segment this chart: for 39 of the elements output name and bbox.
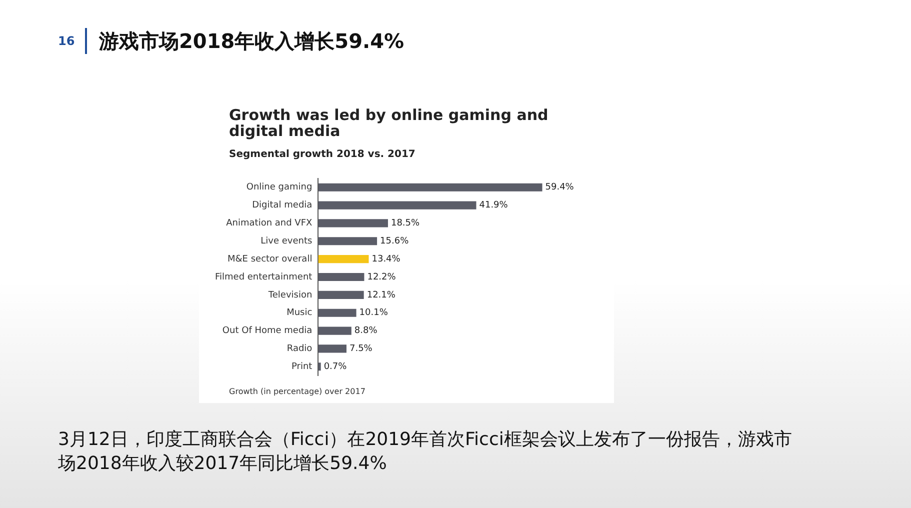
data-label: 12.2% [367, 272, 396, 282]
y-tick-label: Live events [260, 236, 313, 246]
bar [318, 290, 364, 299]
data-label: 7.5% [349, 344, 373, 354]
bar [318, 255, 369, 264]
chart-title: 游戏市场2018年收入增长59.4% [99, 28, 404, 55]
data-label: 13.4% [372, 254, 401, 264]
chart-subtitle: Growth was led by online gaming and digital media [229, 106, 550, 140]
bar [318, 308, 356, 317]
bar [318, 362, 321, 371]
data-label: 15.6% [380, 236, 410, 246]
data-label: 41.9% [479, 200, 508, 211]
bar [318, 344, 346, 353]
bar [318, 183, 542, 192]
y-tick-label: Online gaming [246, 182, 312, 193]
y-tick-label: Radio [286, 344, 313, 354]
data-label: 0.7% [324, 362, 348, 372]
data-label: 59.4% [545, 182, 574, 193]
text: 16 [58, 34, 75, 48]
y-tick-label: Out Of Home media [222, 326, 312, 336]
bar [318, 201, 476, 210]
y-tick-label: Animation and VFX [226, 218, 312, 229]
y-tick-label: Filmed entertainment [214, 272, 313, 282]
y-tick-label: Digital media [252, 200, 312, 211]
text: 3月12日，印度工商联合会（Ficci）在2019年首次Ficci框架会议上发布了一份报告，游戏市场2018年收入较2017年同比增长59.4% [58, 428, 793, 476]
data-label: 12.1% [366, 290, 396, 300]
y-tick-label: Music [286, 308, 312, 318]
y-tick-label: Television [267, 290, 312, 300]
text: Growth (in percentage) over 2017 [229, 387, 366, 396]
bar [318, 326, 352, 335]
y-tick-label: Print [291, 362, 313, 372]
bar [318, 272, 364, 282]
x-axis-title: Segmental growth 2018 vs. 2017 [229, 149, 416, 160]
bar [318, 237, 378, 246]
data-label: 8.8% [354, 326, 378, 336]
bar [318, 219, 388, 228]
data-label: 10.1% [359, 308, 388, 318]
y-tick-label: M&E sector overall [228, 254, 312, 264]
data-label: 18.5% [390, 218, 420, 229]
